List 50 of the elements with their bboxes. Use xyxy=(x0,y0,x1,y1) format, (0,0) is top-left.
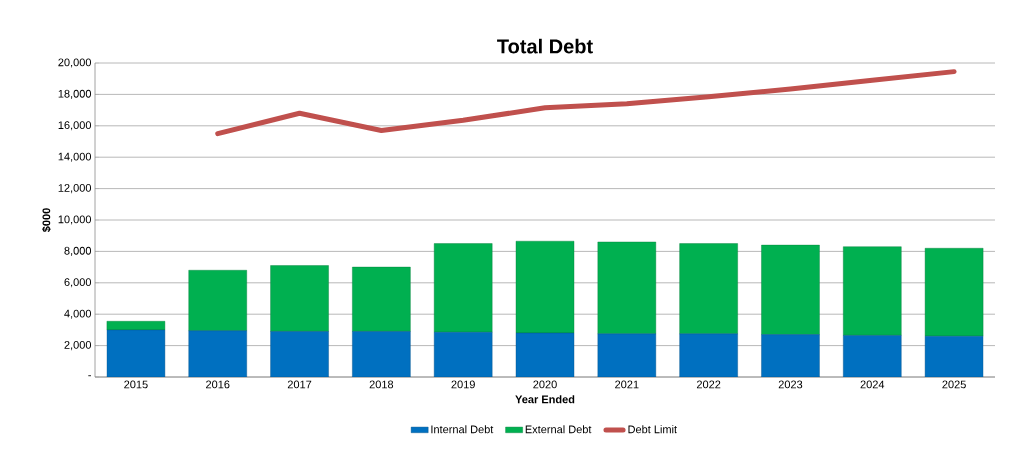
y-tick-label: 6,000 xyxy=(64,278,92,288)
x-tick-label: 2019 xyxy=(451,380,475,389)
bar xyxy=(679,243,738,335)
y-tick-label: 16,000 xyxy=(58,121,92,131)
bar xyxy=(188,270,247,331)
y-tick-label: - xyxy=(88,375,91,377)
y-tick-label: 14,000 xyxy=(58,152,92,162)
y-tick-label: 4,000 xyxy=(64,309,92,319)
bar xyxy=(270,265,329,332)
bar xyxy=(761,334,820,377)
chart-title: Total Debt xyxy=(497,38,593,54)
x-tick-label: 2020 xyxy=(533,380,557,389)
legend-label: External Debt xyxy=(525,425,592,434)
bar xyxy=(924,335,984,377)
bar xyxy=(679,333,738,377)
bar xyxy=(352,331,411,377)
bar xyxy=(515,241,575,334)
x-tick-label: 2025 xyxy=(942,380,966,389)
bar xyxy=(597,333,657,377)
bar xyxy=(761,244,820,335)
bar xyxy=(843,335,902,377)
x-tick-label: 2023 xyxy=(778,380,803,389)
bar xyxy=(188,330,247,377)
bar xyxy=(106,321,166,331)
y-axis-title: $000 xyxy=(41,208,51,233)
y-tick-label: 12,000 xyxy=(58,184,92,194)
x-tick-label: 2024 xyxy=(860,380,885,389)
bar xyxy=(106,329,166,377)
bar xyxy=(433,243,493,333)
x-tick-label: 2018 xyxy=(369,380,394,389)
legend-label: Internal Debt xyxy=(431,425,494,434)
y-tick-label: 20,000 xyxy=(58,58,92,68)
y-tick-label: 18,000 xyxy=(58,89,92,99)
x-tick-label: 2021 xyxy=(615,380,639,389)
x-axis-title: Year Ended xyxy=(515,395,575,404)
bar xyxy=(433,332,493,377)
legend-label: Debt Limit xyxy=(628,425,677,434)
y-tick-label: 8,000 xyxy=(64,246,92,256)
bar xyxy=(270,331,329,377)
x-tick-label: 2022 xyxy=(696,380,721,389)
x-tick-label: 2017 xyxy=(287,380,312,389)
x-tick-label: 2015 xyxy=(124,380,148,389)
bar xyxy=(843,246,902,336)
bar xyxy=(515,332,575,377)
bar xyxy=(352,266,411,332)
y-tick-label: 10,000 xyxy=(58,215,92,225)
bar xyxy=(597,241,657,335)
bar xyxy=(924,248,984,337)
y-tick-label: 2,000 xyxy=(64,341,92,351)
x-tick-label: 2016 xyxy=(206,380,230,389)
